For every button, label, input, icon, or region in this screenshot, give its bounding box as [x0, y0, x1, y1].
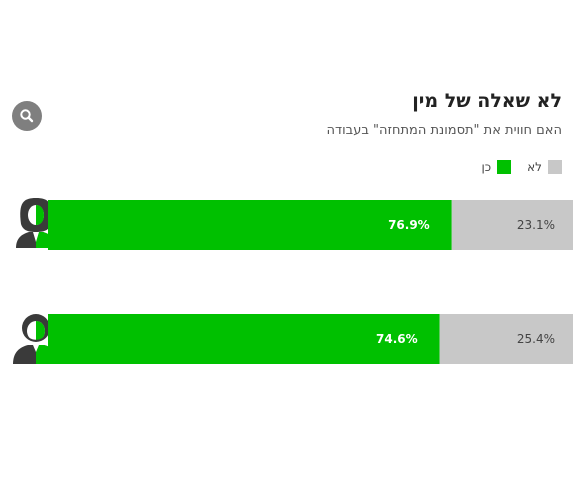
data-label-yes-male: 74.6% — [376, 332, 418, 346]
data-label-no-female: 23.1% — [517, 218, 555, 232]
data-label-yes-female: 76.9% — [388, 218, 430, 232]
magnifier-icon — [20, 109, 34, 123]
bar-yes-female — [48, 200, 452, 250]
data-label-no-male: 25.4% — [517, 332, 555, 346]
legend: לא כן — [466, 160, 562, 174]
legend-swatch-yes — [497, 160, 512, 174]
legend-label-yes: כן — [481, 160, 492, 174]
bar-yes-male — [48, 314, 440, 364]
bar-no-female — [451, 200, 573, 250]
zoom-button[interactable] — [12, 101, 42, 131]
legend-item-no: לא — [527, 160, 562, 174]
chart-title: לא שאלה של מין — [412, 90, 562, 112]
legend-label-no: לא — [527, 160, 542, 174]
chart-subtitle: האם חווית את "תסמונת המתחזה" בעבודה — [326, 123, 562, 138]
legend-item-yes: כן — [482, 160, 512, 174]
legend-swatch-no — [548, 160, 562, 174]
bar-no-male — [439, 314, 573, 364]
